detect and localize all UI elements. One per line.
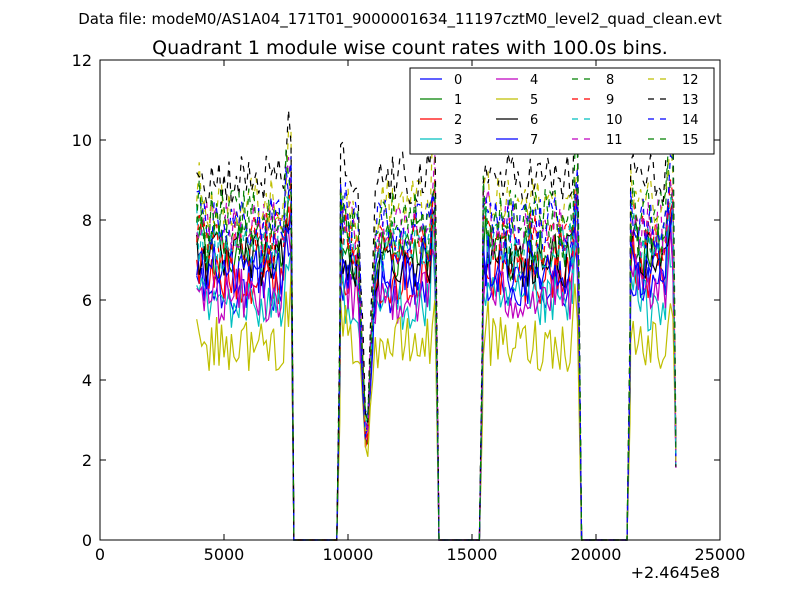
- legend-label-13: 13: [682, 93, 699, 108]
- x-tick-label-0: 0: [95, 545, 105, 564]
- y-tick-label-4: 8: [82, 211, 92, 230]
- x-tick-label-2: 10000: [323, 545, 374, 564]
- series-line-13: [196, 106, 677, 541]
- y-tick-label-1: 2: [82, 451, 92, 470]
- series-line-6: [196, 184, 677, 541]
- legend-label-5: 5: [530, 93, 538, 108]
- legend-label-10: 10: [606, 113, 623, 128]
- series-line-5: [196, 273, 677, 541]
- y-tick-label-3: 6: [82, 291, 92, 310]
- legend-label-9: 9: [606, 93, 614, 108]
- legend-label-11: 11: [606, 133, 623, 148]
- legend-label-12: 12: [682, 73, 699, 88]
- legend-label-1: 1: [454, 93, 462, 108]
- legend-box: [409, 67, 715, 155]
- x-offset-label: +2.4645e8: [631, 563, 720, 582]
- series-line-15: [196, 144, 677, 541]
- legend-label-14: 14: [682, 113, 699, 128]
- x-tick-label-3: 15000: [447, 545, 498, 564]
- y-tick-label-6: 12: [72, 51, 92, 70]
- y-tick-label-2: 4: [82, 371, 92, 390]
- x-tick-label-1: 5000: [204, 545, 245, 564]
- y-tick-label-0: 0: [82, 531, 92, 550]
- legend-label-3: 3: [454, 133, 462, 148]
- series-line-10: [196, 193, 677, 541]
- legend-label-15: 15: [682, 133, 699, 148]
- legend-label-8: 8: [606, 73, 614, 88]
- legend-label-7: 7: [530, 133, 538, 148]
- series-line-1: [196, 186, 677, 541]
- series-line-14: [196, 153, 677, 541]
- legend-label-0: 0: [454, 73, 462, 88]
- y-tick-label-5: 10: [72, 131, 92, 150]
- x-tick-label-5: 25000: [695, 545, 746, 564]
- legend-label-6: 6: [530, 113, 538, 128]
- x-tick-label-4: 20000: [571, 545, 622, 564]
- figure-suptitle: Data file: modeM0/AS1A04_171T01_90000016…: [78, 10, 722, 29]
- series-layer: [196, 106, 677, 541]
- legend-label-2: 2: [454, 113, 462, 128]
- chart-title: Quadrant 1 module wise count rates with …: [152, 37, 668, 59]
- legend-label-4: 4: [530, 73, 538, 88]
